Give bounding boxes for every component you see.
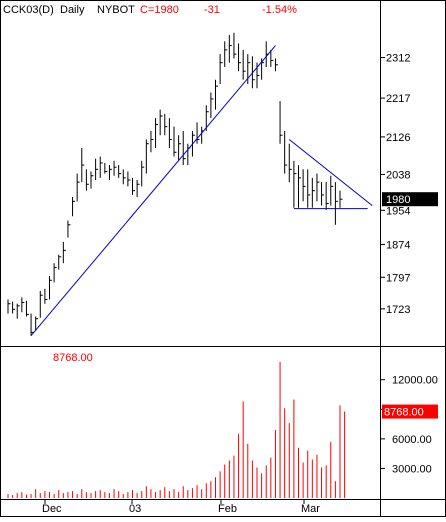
date-axis: Dec 03 Feb Mar [42,499,320,515]
header-period: Daily [60,4,85,16]
volume-value-label: 8768.00 [53,352,93,364]
price-tick-label: 2217 [386,93,410,105]
volume-tick-label: 12000.00 [392,375,438,387]
last-price-box [382,192,438,207]
date-tick-label: Feb [218,503,237,515]
volume-tick-label: 6000.00 [392,434,432,446]
price-tick-label: 2038 [386,169,410,181]
last-volume-marker: 8768.00 [382,404,438,419]
price-bars [7,32,343,336]
last-price-label: 1980 [386,194,410,206]
price-tick-label: 2126 [386,132,410,144]
last-price-marker: 1980 [382,192,438,207]
volume-bars [7,361,346,498]
price-tick-label: 1723 [386,304,410,316]
date-tick-label: 03 [129,503,141,515]
header-exchange: NYBOT [97,4,135,16]
price-tick-label: 1874 [386,239,410,251]
date-tick-label: Dec [42,503,62,515]
header-close: C=1980 [140,4,179,16]
header-change-pct: -1.54% [262,4,297,16]
volume-tick-label: 3000.00 [392,463,432,475]
date-tick-label: Mar [301,503,320,515]
last-volume-box [382,404,438,419]
trendline [288,139,373,206]
header-symbol: CCK03(D) [3,4,54,16]
price-axis: 2312 2217 2126 2038 1954 1874 1797 1723 [380,53,410,316]
price-tick-label: 1954 [386,205,410,217]
trendlines [30,45,373,337]
price-tick-label: 2312 [386,53,410,65]
price-tick-label: 1797 [386,272,410,284]
trendline [30,45,276,337]
last-volume-label: 8768.00 [384,407,424,419]
header-change: -31 [204,4,220,16]
